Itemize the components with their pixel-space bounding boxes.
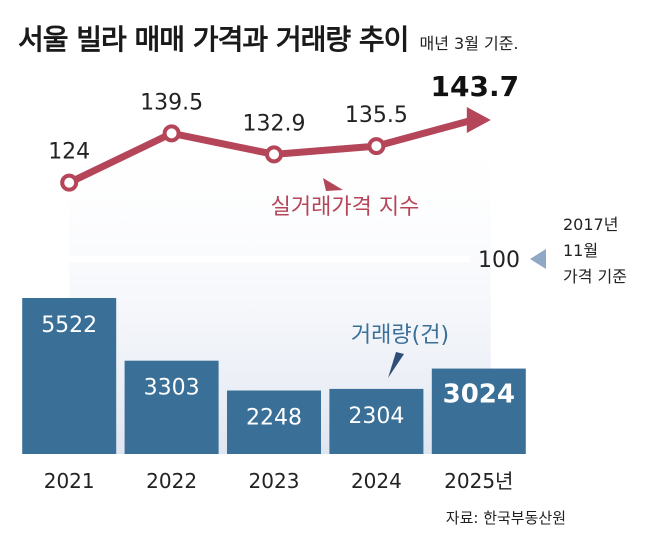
- chart-title: 서울 빌라 매매 가격과 거래량 추이: [18, 23, 409, 56]
- line-value-label: 143.7: [431, 70, 520, 103]
- bar-value-label: 2304: [348, 404, 404, 429]
- reference-label: 100: [478, 248, 520, 273]
- x-tick-label: 2022: [146, 469, 197, 493]
- line-series-pointer: [323, 178, 343, 191]
- reference-note-line: 11월: [563, 241, 599, 260]
- bar-value-label: 3303: [144, 376, 200, 401]
- reference-note-line: 가격 기준: [563, 267, 627, 286]
- bar-series-label: 거래량(건): [351, 323, 449, 348]
- line-value-label: 139.5: [140, 90, 203, 115]
- bar: [431, 368, 526, 454]
- line-point: [367, 137, 386, 156]
- line-point: [60, 173, 79, 192]
- bar: [124, 360, 219, 454]
- x-tick-label: 2025년: [444, 469, 513, 493]
- source-note: 자료: 한국부동산원: [445, 509, 566, 527]
- bar-value-label: 3024: [443, 380, 515, 410]
- title-row: 서울 빌라 매매 가격과 거래량 추이 매년 3월 기준.: [18, 18, 519, 58]
- line-series-label: 실거래가격 지수: [271, 195, 420, 220]
- reference-pointer: [530, 249, 546, 269]
- chart-subtitle: 매년 3월 기준.: [419, 34, 519, 53]
- line-value-label: 135.5: [345, 103, 408, 128]
- line-point: [162, 124, 181, 143]
- bar-value-label: 2248: [246, 405, 302, 430]
- bar: [227, 390, 321, 454]
- line-value-label: 132.9: [243, 111, 306, 136]
- x-tick-label: 2021: [44, 469, 95, 493]
- line-point: [265, 145, 283, 164]
- bar-value-label: 5522: [41, 313, 97, 338]
- reference-note-line: 2017년: [563, 215, 619, 234]
- line-value-label: 124: [48, 140, 90, 165]
- bar: [22, 298, 117, 454]
- arrow-head: [466, 107, 491, 133]
- x-tick-label: 2023: [249, 469, 300, 493]
- bar: [329, 388, 424, 454]
- reference-note: 2017년 11월 가격 기준: [563, 212, 627, 290]
- bar-series-pointer: [388, 352, 404, 378]
- x-tick-label: 2024: [351, 469, 402, 493]
